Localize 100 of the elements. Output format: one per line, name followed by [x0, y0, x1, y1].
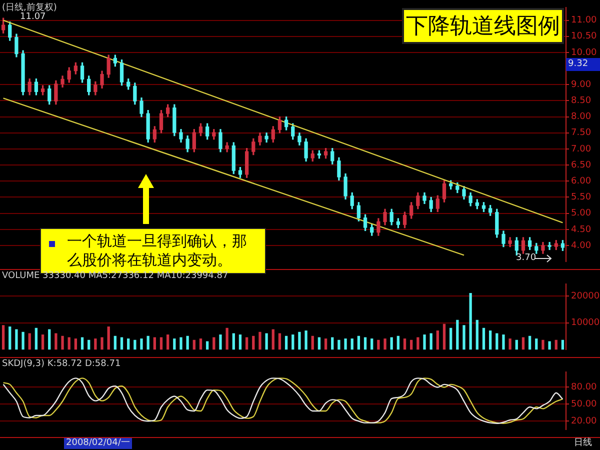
bar [278, 333, 282, 350]
bar [180, 337, 182, 350]
y-tick-label: 6.50 [571, 160, 592, 170]
bar [482, 328, 486, 350]
bar [384, 338, 386, 350]
bar [548, 341, 551, 350]
chart-title: SKDJ(9,3) K:58.72 D:58.71 [2, 359, 121, 369]
bar [416, 337, 420, 350]
bar [258, 332, 262, 350]
bar [324, 338, 328, 350]
bar [370, 338, 374, 350]
bar [8, 326, 12, 350]
bar [100, 337, 104, 350]
bar [61, 336, 64, 350]
bar [245, 337, 248, 350]
bar [430, 333, 432, 350]
y-tick-label: 7.00 [571, 144, 592, 154]
bar [252, 336, 255, 350]
bar [272, 329, 274, 350]
annotation: 3.70 [516, 253, 536, 264]
y-tick-label: 5.50 [571, 192, 592, 203]
bar [238, 334, 242, 350]
bar [206, 341, 209, 350]
y-tick-label: 6.00 [571, 176, 592, 186]
bar [74, 338, 78, 350]
bar [442, 324, 446, 350]
bar [304, 330, 308, 350]
bar [469, 293, 472, 350]
bar [134, 340, 136, 350]
y-tick-label: 8.00 [571, 112, 592, 122]
bar [48, 329, 51, 350]
y-tick-label: 80.00 [571, 382, 598, 393]
bar [403, 338, 406, 350]
bar [476, 320, 478, 350]
annotation: 11.07 [20, 12, 46, 23]
bar [508, 338, 512, 350]
bar [160, 337, 163, 350]
bar [68, 337, 70, 350]
chart-title: 下降轨道线图例 [402, 8, 564, 44]
y-tick-label: 4.50 [571, 224, 592, 235]
y-tick-label: 7.50 [571, 128, 592, 138]
annotation: 一个轨道一旦得到确认，那么股价将在轨道内变动。 [67, 232, 248, 270]
y-tick-label: 4.00 [571, 240, 592, 251]
bar [226, 328, 228, 350]
bar [423, 334, 426, 350]
y-tick-label: 10.00 [571, 48, 598, 58]
bar [120, 337, 124, 350]
bar [15, 329, 18, 350]
bar [219, 334, 222, 350]
bar [292, 334, 294, 350]
y-tick-label: 50.00 [571, 400, 598, 410]
bar [350, 338, 354, 350]
bar [554, 340, 558, 350]
bar [396, 336, 400, 350]
bar [331, 337, 334, 350]
bar [146, 336, 150, 350]
bar [114, 336, 117, 350]
bar [192, 340, 196, 350]
bar [318, 337, 321, 350]
bar [88, 340, 90, 350]
bar [364, 337, 367, 350]
chart-subtitle: (日线,前复权) [2, 2, 57, 13]
bar [515, 340, 518, 350]
bar [449, 328, 452, 350]
bar [357, 336, 360, 350]
bar [153, 337, 156, 350]
bar [542, 340, 544, 350]
bar [212, 337, 216, 350]
bar [186, 336, 189, 350]
bar [140, 338, 143, 350]
text: 日线 [574, 438, 592, 449]
y-tick-label: 8.50 [571, 96, 592, 106]
bar [94, 338, 97, 350]
bar [410, 340, 413, 350]
bar [265, 333, 268, 350]
bar [502, 334, 505, 350]
bar [298, 332, 301, 350]
bar [34, 328, 38, 350]
bar [344, 338, 347, 350]
bar [377, 340, 380, 350]
text: 9.32 [566, 58, 600, 71]
bar [561, 340, 564, 350]
bar [338, 340, 340, 350]
y-tick-label: 10.50 [571, 32, 598, 42]
y-tick-label: 5.00 [571, 208, 592, 219]
bar [173, 338, 176, 350]
bar [127, 338, 130, 350]
bar [232, 333, 235, 350]
y-tick-label: 11.00 [571, 16, 598, 26]
bar [199, 338, 202, 350]
bar [166, 334, 170, 350]
line-series [2, 378, 564, 424]
bar [80, 337, 84, 350]
bar [390, 337, 393, 350]
bar [488, 330, 492, 350]
bar [284, 336, 288, 350]
bar [522, 337, 525, 350]
y-tick-label: 10000 [571, 318, 600, 328]
bar [436, 330, 439, 350]
bar [107, 326, 110, 350]
